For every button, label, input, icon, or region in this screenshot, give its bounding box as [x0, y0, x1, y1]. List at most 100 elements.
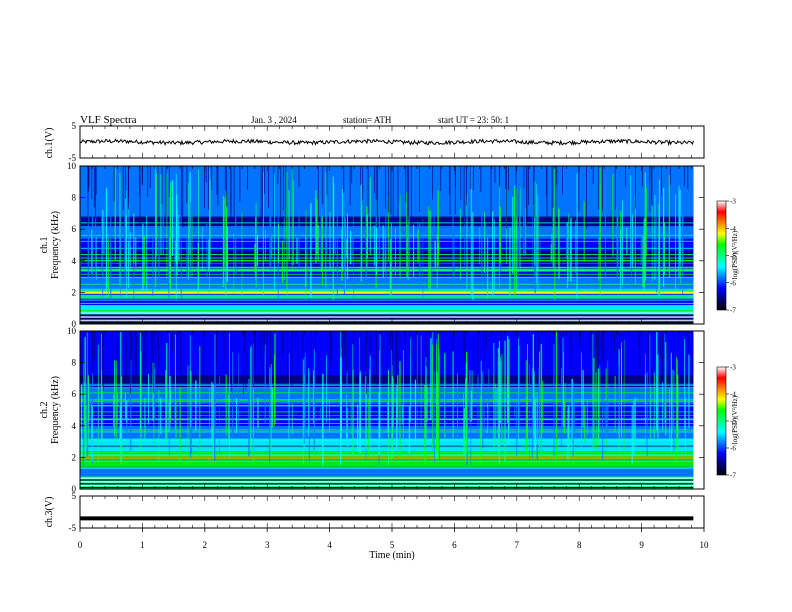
- ch1-spectrogram-sferic: [631, 214, 633, 268]
- ch1-spectrogram-dark-streak: [494, 166, 496, 184]
- ch2-spectrogram-line: [80, 431, 694, 433]
- ch2-spectrogram-sferic: [229, 331, 230, 459]
- ch1-spectrogram-sferic: [273, 173, 275, 290]
- ch3-y-label: ch.3(V): [44, 497, 55, 528]
- ch1-spectrogram-dark-streak: [649, 166, 651, 183]
- ch1-spectrogram-sferic: [226, 226, 228, 282]
- ch1-spectrogram-sferic: [209, 179, 211, 264]
- ch1-spectrogram-sferic: [384, 228, 386, 272]
- ch1-spectrogram-dark-streak: [555, 166, 557, 221]
- ch2-spectrogram-sferic: [302, 359, 304, 465]
- ch2-spectrogram-sferic: [346, 370, 348, 433]
- ch1-spectrogram-dark-streak: [349, 166, 351, 206]
- ch1-spectrogram-sferic: [643, 218, 645, 293]
- ch2-spectrogram-sferic: [238, 354, 239, 433]
- ch1-spectrogram-dark-streak: [128, 166, 129, 210]
- ch2-spectrogram-sferic: [469, 369, 471, 423]
- ch1-spectrogram-dark-streak: [264, 166, 266, 195]
- ch1-spectrogram-dark-streak: [186, 166, 188, 204]
- ch2-spectrogram-dark-streak: [359, 331, 361, 373]
- ch1-spectrogram-sferic: [645, 187, 647, 257]
- ch2-spectrogram-sferic: [518, 338, 519, 441]
- ch2-spectrogram-sferic: [189, 364, 191, 426]
- ch2-spectrogram-sferic: [158, 389, 160, 463]
- ch1-spectrogram-sferic: [277, 224, 280, 263]
- ch2-spectrogram-dark-streak: [685, 331, 686, 387]
- ch2-spectrogram-line: [80, 414, 694, 416]
- ch2-spectrogram-sferic: [426, 386, 428, 422]
- ch1-spectrogram-sferic: [413, 225, 415, 277]
- ch2-spectrogram-dark-streak: [260, 331, 262, 365]
- ch2-colorbar-tick-label: -3: [730, 364, 736, 372]
- ch2-spectrogram-dark-streak: [291, 331, 293, 387]
- ch2-spectrogram-dark-streak: [500, 331, 502, 361]
- ch2-spectrogram-line: [80, 423, 694, 424]
- ch1-spectrogram-sferic: [531, 200, 533, 268]
- ch1-spectrogram-sferic: [437, 190, 439, 267]
- ch1-spectrogram-sferic: [225, 197, 227, 300]
- ch3-waveform-panel: 5 -5: [69, 491, 705, 533]
- date-label: Jan. 3 , 2024: [251, 115, 297, 125]
- ch1-spectrogram-sferic: [107, 238, 109, 298]
- ch1-spectrogram-sferic: [143, 236, 145, 285]
- ch1-spectrogram-dark-streak: [268, 166, 270, 208]
- ch1-spectrogram-line: [80, 262, 694, 264]
- ch1-spectrogram-line: [80, 268, 694, 270]
- ch2-spectrogram-sferic: [567, 407, 569, 461]
- ch2-spectrogram-sferic: [139, 332, 141, 431]
- ch2-spectrogram-sferic: [514, 401, 516, 421]
- ch1-spectrogram-dark-streak: [506, 166, 507, 229]
- ch1-spectrogram-sferic: [612, 173, 614, 254]
- ch1-spectrogram-sferic: [198, 169, 199, 283]
- ch1-spectrogram-sferic: [470, 167, 472, 297]
- ch1-spectrogram-dark-streak: [322, 166, 324, 204]
- ch1-spectrogram-low-stripe: [80, 318, 694, 320]
- ch1-spectrogram-sferic: [464, 210, 465, 267]
- ch2-spectrogram-dark-streak: [294, 331, 296, 350]
- ch1-spectrogram-line: [80, 269, 694, 271]
- ch1-spectrogram-sferic: [124, 194, 126, 279]
- ch2-spectrogram-sferic: [309, 371, 310, 443]
- ch1-spectrogram-dark-streak: [661, 166, 662, 196]
- ch1-spectrogram-dark-streak: [182, 166, 184, 228]
- ch2-spectrogram-sferic: [268, 366, 271, 465]
- ch2-spectrogram-sferic: [396, 397, 398, 451]
- ch2-spectrogram-sferic: [432, 344, 433, 447]
- ch1-spectrogram-dark-streak: [480, 166, 482, 192]
- ch2-spectrogram-sferic: [465, 362, 467, 460]
- ch1-spectrogram-sferic: [166, 173, 168, 277]
- ch1-spectrogram-sferic: [191, 215, 193, 277]
- ch1-spectrogram-sferic: [651, 206, 653, 282]
- ch2-spectrogram-dark-streak: [436, 331, 438, 372]
- ch2-spectrogram-dark-streak: [144, 331, 146, 373]
- ch2-spectrogram-dark-streak: [161, 331, 162, 355]
- ch2-spectrogram-sferic: [86, 332, 89, 457]
- ch2-spectrogram-ytick-label: 2: [72, 452, 77, 462]
- ch2-spectrogram-dark-streak: [224, 331, 226, 362]
- chart-title: VLF Spectra: [80, 114, 137, 126]
- ch2-spectrogram-band: [80, 331, 694, 376]
- ch2-spectrogram-sferic: [470, 401, 472, 465]
- ch1-spectrogram-sferic: [241, 211, 243, 296]
- ch2-spectrogram-sferic: [88, 378, 89, 442]
- ch2-spectrogram-band: [80, 375, 694, 388]
- time-axis-tick-label: 6: [452, 540, 457, 550]
- ch2-spectrogram-hum-line: [80, 456, 694, 459]
- ch1-spectrogram-sferic: [154, 166, 157, 288]
- ch1-spectrogram-sferic: [114, 167, 116, 261]
- ch1-spectrogram-line: [80, 286, 694, 287]
- ch2-spectrogram-sferic: [564, 382, 566, 429]
- ch2-spectrogram-line: [80, 446, 694, 448]
- ch1-spectrogram-sferic: [517, 177, 519, 269]
- ch1-spectrogram-dark-streak: [168, 166, 170, 197]
- ch1-waveform-panel: 5 -5: [69, 121, 705, 163]
- ch2-spectrogram-sferic: [436, 338, 438, 459]
- ch2-spectrogram-dark-streak: [563, 331, 565, 352]
- ch1-spectrogram-sferic: [422, 218, 424, 300]
- ch2-spectrogram-sferic: [420, 335, 422, 428]
- ch1-spectrogram-sferic: [102, 210, 104, 255]
- ch2-spectrogram-sferic: [393, 378, 394, 427]
- ch2-spectrogram-dark-streak: [150, 331, 152, 374]
- ch2-spectrogram-sferic: [496, 387, 498, 421]
- ch2-spectrogram-sferic: [506, 335, 509, 423]
